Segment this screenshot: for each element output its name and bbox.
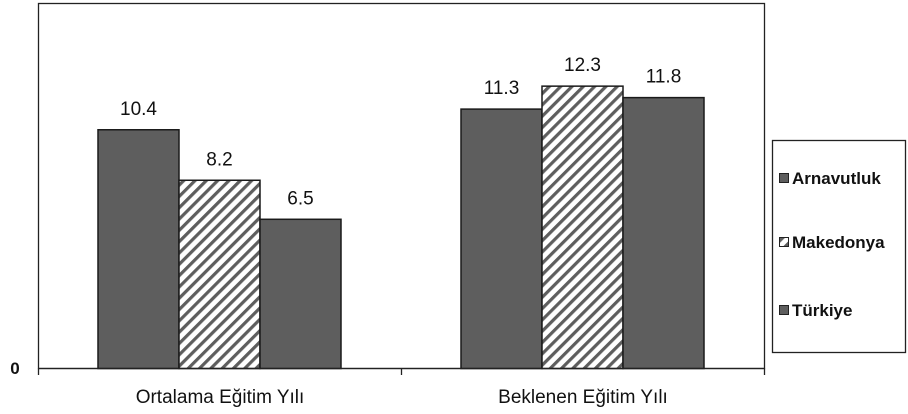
bar-t-rkiye-1 [622, 96, 705, 370]
y-tick-label-zero: 0 [10, 359, 19, 378]
bar-makedonya-1 [541, 85, 624, 370]
bar-makedonya-0 [178, 179, 261, 370]
value-label-t-rkiye-1: 11.8 [646, 67, 682, 88]
value-label-makedonya-0: 8.2 [206, 149, 232, 170]
bar-t-rkiye-0 [259, 218, 342, 370]
bars-group [97, 85, 705, 370]
legend-swatch-arnavutluk [779, 173, 789, 183]
value-label-arnavutluk-1: 11.3 [484, 78, 520, 99]
value-label-arnavutluk-0: 10.4 [120, 99, 157, 120]
value-label-t-rkiye-0: 6.5 [287, 188, 313, 209]
value-label-makedonya-1: 12.3 [564, 55, 601, 76]
legend-label-makedonya: Makedonya [792, 233, 885, 252]
category-label-ortalama: Ortalama Eğitim Yılı [136, 387, 305, 408]
legend-label-arnavutluk: Arnavutluk [792, 169, 881, 188]
x-axis [37, 367, 766, 375]
bar-arnavutluk-1 [460, 108, 543, 370]
category-label-beklenen: Beklenen Eğitim Yılı [498, 387, 668, 408]
legend-label-turkiye: Türkiye [792, 301, 852, 320]
legend-swatch-turkiye [779, 305, 789, 315]
legend: Arnavutluk Makedonya Türkiye [771, 139, 907, 354]
legend-box [771, 139, 907, 354]
bar-arnavutluk-0 [97, 129, 180, 370]
legend-swatch-makedonya [779, 237, 789, 247]
value-labels-group: 10.4 11.3 8.2 12.3 6.5 11.8 [120, 55, 681, 209]
